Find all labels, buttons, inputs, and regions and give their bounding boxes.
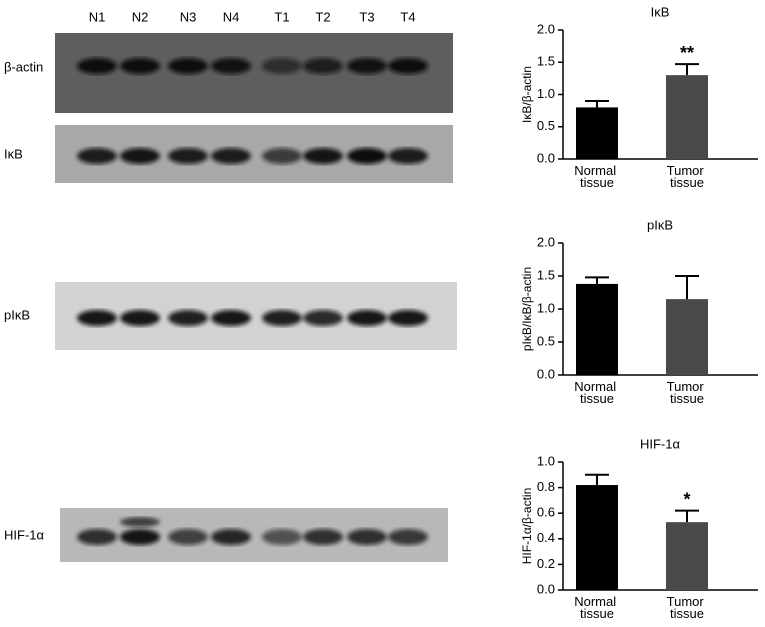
protein-band: [168, 148, 208, 164]
bar: [666, 299, 708, 375]
protein-band: [168, 529, 208, 545]
lane-label: N4: [223, 9, 240, 24]
blot-label: β-actin: [4, 59, 43, 74]
x-tick-label: Tumor tissue: [667, 379, 708, 406]
bar: [576, 485, 618, 590]
protein-band: [303, 310, 343, 326]
chart-title: HIF-1α: [640, 436, 681, 451]
significance: *: [683, 489, 690, 509]
protein-band: [388, 310, 428, 326]
y-tick-label: 0.4: [537, 530, 555, 545]
x-tick-label: Normal tissue: [574, 594, 620, 621]
protein-band: [262, 529, 302, 545]
lane-label: N1: [89, 9, 106, 24]
x-tick-label: Tumor tissue: [667, 594, 708, 621]
y-tick-label: 1.5: [537, 54, 555, 69]
protein-band: [168, 310, 208, 326]
y-axis-label: IκB/β-actin: [520, 66, 534, 123]
y-tick-label: 1.0: [537, 300, 555, 315]
y-tick-label: 0.2: [537, 556, 555, 571]
lane-label: T1: [274, 9, 289, 24]
protein-band: [303, 529, 343, 545]
lane-label: T4: [400, 9, 415, 24]
protein-band: [211, 529, 251, 545]
protein-band: [347, 310, 387, 326]
protein-band: [77, 310, 117, 326]
lane-label: N3: [180, 9, 197, 24]
lane-label: T2: [315, 9, 330, 24]
protein-band: [388, 529, 428, 545]
protein-band: [388, 58, 428, 74]
protein-band: [347, 529, 387, 545]
chart-title: pIκB: [647, 217, 673, 232]
y-tick-label: 0.0: [537, 581, 555, 596]
y-tick-label: 0.0: [537, 366, 555, 381]
bar: [576, 107, 618, 159]
bar: [666, 522, 708, 590]
y-tick-label: 0.8: [537, 479, 555, 494]
protein-band: [303, 58, 343, 74]
protein-band: [168, 58, 208, 74]
protein-band: [211, 148, 251, 164]
lane-label: N2: [132, 9, 149, 24]
bar: [666, 75, 708, 159]
protein-band: [347, 148, 387, 164]
protein-band: [77, 529, 117, 545]
y-tick-label: 1.0: [537, 453, 555, 468]
protein-band: [120, 529, 160, 545]
protein-band: [211, 310, 251, 326]
protein-band: [211, 58, 251, 74]
protein-band: [77, 58, 117, 74]
chart-title: IκB: [651, 4, 670, 19]
blot-label: HIF-1α: [4, 527, 45, 542]
protein-band: [262, 58, 302, 74]
protein-band: [120, 310, 160, 326]
y-tick-label: 0.5: [537, 118, 555, 133]
blot-membrane: [55, 33, 453, 113]
x-tick-label: Normal tissue: [574, 379, 620, 406]
lane-label: T3: [359, 9, 374, 24]
protein-band: [262, 310, 302, 326]
significance: **: [680, 43, 694, 63]
protein-band: [77, 148, 117, 164]
y-tick-label: 0.5: [537, 333, 555, 348]
y-tick-label: 1.0: [537, 86, 555, 101]
blot-label: IκB: [4, 146, 23, 161]
y-tick-label: 2.0: [537, 234, 555, 249]
protein-band: [303, 148, 343, 164]
protein-band: [120, 148, 160, 164]
y-axis-label: HIF-1α/β-actin: [520, 488, 534, 565]
y-tick-label: 2.0: [537, 21, 555, 36]
y-tick-label: 0.6: [537, 505, 555, 520]
x-tick-label: Normal tissue: [574, 163, 620, 190]
blot-label: pIκB: [4, 307, 30, 322]
protein-band: [262, 148, 302, 164]
protein-band: [120, 58, 160, 74]
y-tick-label: 1.5: [537, 267, 555, 282]
x-tick-label: Tumor tissue: [667, 163, 708, 190]
bar: [576, 283, 618, 375]
protein-band: [388, 148, 428, 164]
y-tick-label: 0.0: [537, 150, 555, 165]
protein-band: [347, 58, 387, 74]
protein-band: [120, 517, 160, 527]
y-axis-label: pIκB/IκB/β-actin: [520, 267, 534, 351]
